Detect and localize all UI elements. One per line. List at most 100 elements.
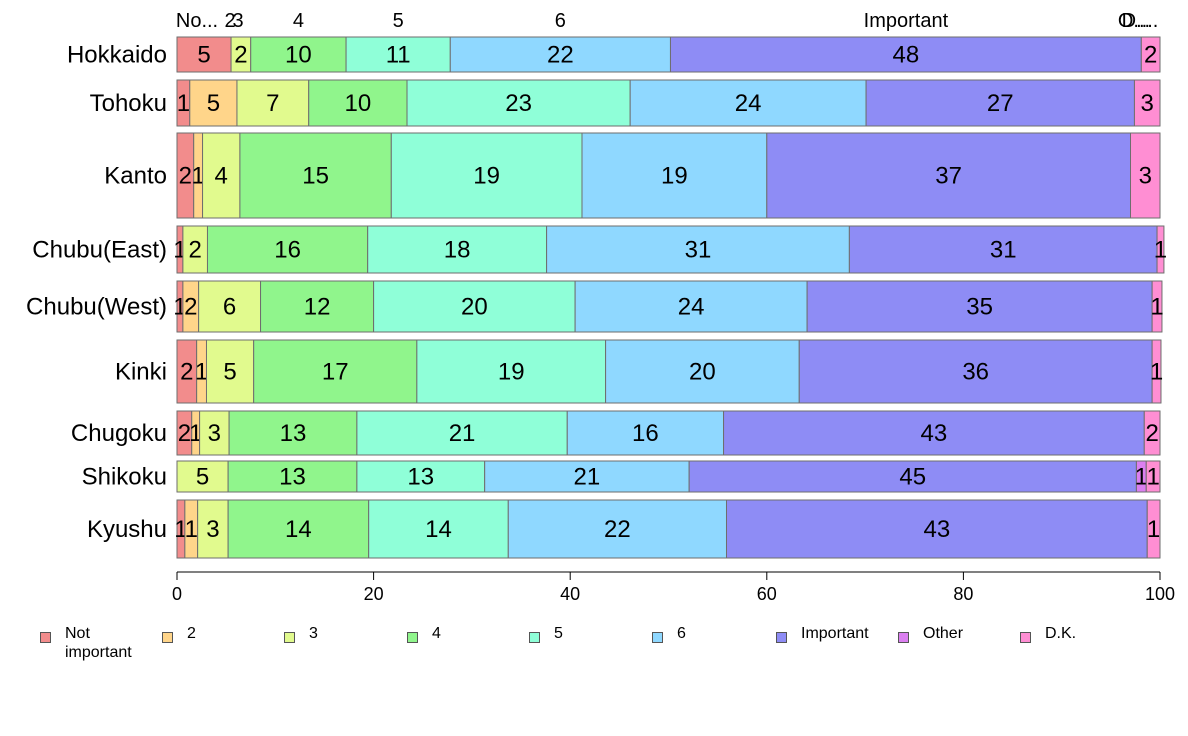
data-label: 5 — [223, 359, 236, 386]
data-label: 16 — [274, 237, 301, 264]
legend-swatch — [898, 632, 909, 643]
bar-segment — [1145, 460, 1161, 493]
data-label: 1 — [1154, 237, 1167, 264]
data-label: 2 — [1144, 42, 1157, 69]
category-label: Shikoku — [82, 464, 167, 491]
bar-segment — [197, 499, 229, 559]
legend-label: 2 — [187, 625, 196, 642]
category-label: Chubu(East) — [32, 237, 167, 264]
bar-segment — [848, 225, 1158, 274]
bar-segment — [176, 36, 232, 73]
category-label: Chugoku — [71, 420, 167, 447]
legend-swatch — [162, 632, 173, 643]
category-label: Tohoku — [90, 90, 167, 117]
x-tick-label: 80 — [953, 584, 973, 604]
bar-segment — [766, 132, 1132, 219]
x-tick-label: 0 — [172, 584, 182, 604]
legend-label: 4 — [432, 625, 441, 642]
column-header-label: Important — [864, 10, 949, 32]
bar-segment — [449, 36, 671, 73]
bar-segment — [368, 499, 509, 559]
data-label: 2 — [1145, 420, 1158, 447]
data-label: 13 — [407, 464, 434, 491]
legend-label: D.K. — [1045, 625, 1077, 642]
bar-segment — [406, 79, 631, 127]
data-label: 16 — [632, 420, 659, 447]
bar-segment — [228, 410, 358, 456]
bar-segment — [507, 499, 727, 559]
bar-segment — [1156, 225, 1165, 274]
bar-segment — [1140, 36, 1161, 73]
data-label: 3 — [206, 516, 219, 543]
column-header-label: 5 — [393, 10, 404, 32]
category-label: Hokkaido — [67, 42, 167, 69]
bar-segment — [198, 280, 262, 333]
bar-segment — [308, 79, 408, 127]
legend-item: 5 — [529, 622, 563, 643]
legend-item: 6 — [652, 622, 686, 643]
data-label: 20 — [689, 359, 716, 386]
data-label: 14 — [285, 516, 312, 543]
data-label: 37 — [935, 163, 962, 190]
column-header-label: 4 — [293, 10, 304, 32]
data-label: 19 — [498, 359, 525, 386]
data-label: 1 — [174, 516, 187, 543]
data-label: 20 — [461, 294, 488, 321]
legend-swatch — [776, 632, 787, 643]
bar-segment — [189, 79, 238, 127]
data-label: 24 — [678, 294, 705, 321]
bar-segment — [798, 339, 1153, 404]
column-header-label: No... — [176, 10, 218, 32]
bar-segment — [566, 410, 725, 456]
bar-segment — [227, 499, 370, 559]
bar-segment — [205, 339, 255, 404]
bar-segment — [250, 36, 347, 73]
bar-segment — [574, 280, 808, 333]
data-label: 18 — [444, 237, 471, 264]
data-label: 10 — [345, 90, 372, 117]
legend-swatch — [652, 632, 663, 643]
data-label: 27 — [987, 90, 1014, 117]
data-label: 7 — [266, 90, 279, 117]
column-header-label: 3 — [232, 10, 243, 32]
legend-label: 5 — [554, 625, 563, 642]
data-label: 2 — [178, 420, 191, 447]
data-label: 45 — [899, 464, 926, 491]
data-label: 5 — [197, 42, 210, 69]
data-label: 31 — [990, 237, 1017, 264]
legend-label: 3 — [309, 625, 318, 642]
bar-segment — [865, 79, 1135, 127]
data-label: 2 — [184, 294, 197, 321]
data-label: 23 — [505, 90, 532, 117]
category-label: Kinki — [115, 359, 167, 386]
data-label: 14 — [425, 516, 452, 543]
data-label: 11 — [386, 42, 411, 69]
data-label: 1 — [1146, 464, 1159, 491]
data-label: 31 — [685, 237, 712, 264]
data-label: 5 — [196, 464, 209, 491]
bar-segment — [202, 132, 241, 219]
chart-legend: Not important 2 3 4 5 6 Important Other D.K. — [40, 622, 1170, 666]
column-header-label: O... — [1118, 10, 1150, 32]
data-label: 48 — [893, 42, 920, 69]
data-label: 2 — [180, 359, 193, 386]
bar-segment — [1130, 132, 1161, 219]
legend-swatch — [1020, 632, 1031, 643]
data-label: 1 — [1147, 516, 1160, 543]
data-label: 22 — [604, 516, 631, 543]
bar-segment — [669, 36, 1142, 73]
data-label: 6 — [223, 294, 236, 321]
data-label: 2 — [189, 237, 202, 264]
legend-item: Other — [898, 622, 963, 643]
legend-swatch — [40, 632, 51, 643]
data-label: 10 — [285, 42, 312, 69]
bar-segment — [356, 460, 486, 493]
bar-segment — [546, 225, 850, 274]
data-label: 3 — [1139, 163, 1152, 190]
column-header-label: D.... — [1122, 10, 1159, 32]
data-label: 2 — [234, 42, 247, 69]
legend-label: Not important — [65, 625, 132, 661]
legend-label: 6 — [677, 625, 686, 642]
bar-segment — [176, 460, 229, 493]
legend-label: Important — [801, 625, 869, 642]
